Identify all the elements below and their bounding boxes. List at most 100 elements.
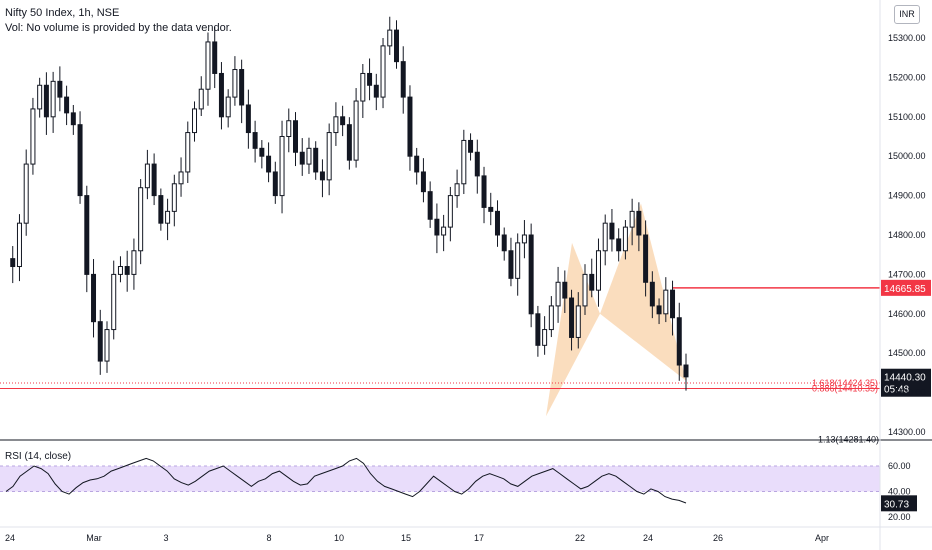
candle-body bbox=[616, 238, 622, 252]
level-label: 1.13(14281.40) bbox=[818, 434, 879, 444]
level-badge bbox=[881, 279, 931, 296]
last-price-label: 14440.30 bbox=[884, 373, 926, 384]
candle-body bbox=[468, 139, 474, 153]
candle-body bbox=[501, 234, 507, 252]
time-tick-label: 24 bbox=[643, 533, 653, 543]
time-tick-label: 24 bbox=[5, 533, 15, 543]
chart-title: Nifty 50 Index, 1h, NSE bbox=[5, 7, 120, 19]
time-tick-label: 3 bbox=[163, 533, 168, 543]
candle-body bbox=[609, 222, 615, 240]
candle-body bbox=[266, 155, 272, 173]
candle-body bbox=[218, 72, 224, 118]
volume-note: Vol: No volume is provided by the data v… bbox=[5, 22, 232, 34]
candle-body bbox=[521, 234, 527, 244]
pattern-bcd bbox=[600, 203, 686, 381]
candle-body bbox=[245, 104, 251, 134]
candle-body bbox=[414, 155, 420, 173]
candle-body bbox=[373, 84, 379, 98]
candle-body bbox=[104, 329, 110, 362]
candle-body bbox=[420, 171, 426, 193]
candle-body bbox=[272, 171, 278, 197]
candle-body bbox=[360, 72, 366, 102]
candle-body bbox=[151, 163, 157, 197]
candle-body bbox=[649, 281, 655, 307]
candle-body bbox=[454, 183, 460, 197]
candle-body bbox=[683, 364, 689, 378]
candle-body bbox=[70, 112, 76, 126]
rsi-title: RSI (14, close) bbox=[5, 451, 72, 462]
rsi-last-label: 30.73 bbox=[884, 499, 909, 510]
candle-body bbox=[367, 72, 373, 86]
candle-body bbox=[447, 195, 453, 228]
candle-body bbox=[57, 80, 63, 98]
candle-body bbox=[138, 187, 144, 252]
candle-body bbox=[171, 183, 177, 212]
candle-body bbox=[636, 210, 642, 236]
rsi-band bbox=[0, 466, 880, 492]
candle-body bbox=[185, 132, 191, 173]
candle-body bbox=[158, 195, 164, 224]
candle-body bbox=[252, 132, 258, 149]
price-tick-label: 14300.00 bbox=[888, 427, 926, 437]
candle-body bbox=[326, 132, 332, 181]
candle-body bbox=[97, 321, 103, 362]
currency-button[interactable]: INR bbox=[894, 5, 920, 24]
candle-body bbox=[346, 124, 352, 161]
candle-body bbox=[340, 116, 346, 126]
candle-body bbox=[293, 120, 299, 153]
level-lines: 14665.85 1.618(14424.35)0.886(14410.35) 1.… bbox=[0, 279, 931, 444]
time-axis: 24 Mar 3 8 10 15 17 22 24 26 Apr bbox=[0, 526, 932, 543]
candle-body bbox=[569, 297, 575, 338]
time-tick-label: Apr bbox=[815, 533, 829, 543]
candle-body bbox=[393, 29, 399, 63]
candle-body bbox=[225, 96, 231, 118]
price-tick-label: 15300.00 bbox=[888, 33, 926, 43]
rsi-line bbox=[5, 457, 687, 504]
candle-body bbox=[198, 88, 204, 110]
candle-body bbox=[259, 147, 265, 157]
price-tick-label: 14900.00 bbox=[888, 191, 926, 201]
candle-body bbox=[212, 41, 218, 74]
rsi-last-badge bbox=[881, 495, 917, 512]
candle-body bbox=[441, 226, 447, 236]
price-tick-label: 14500.00 bbox=[888, 348, 926, 358]
candle-body bbox=[582, 273, 588, 307]
rsi-tick-label: 60.00 bbox=[888, 461, 911, 471]
candle-body bbox=[643, 234, 649, 283]
candle-body bbox=[165, 210, 171, 224]
price-axis: 14300.00 14400.00 14500.00 14600.00 14700.00… bbox=[879, 0, 926, 550]
candle-body bbox=[43, 84, 49, 118]
candle-body bbox=[602, 222, 608, 252]
last-price-badge bbox=[881, 368, 931, 397]
candle-body bbox=[562, 281, 568, 299]
candle-body bbox=[353, 100, 359, 161]
candle-body bbox=[481, 175, 487, 208]
candle-body bbox=[380, 45, 386, 98]
price-tick-label: 14700.00 bbox=[888, 269, 926, 279]
candle-body bbox=[508, 250, 514, 279]
candle-body bbox=[333, 116, 339, 134]
candle-body bbox=[515, 242, 521, 279]
candle-body bbox=[407, 96, 413, 157]
candle-body bbox=[111, 273, 117, 331]
candle-body bbox=[16, 222, 22, 268]
candle-body bbox=[131, 250, 137, 275]
candle-body bbox=[232, 69, 238, 98]
time-tick-label: 8 bbox=[266, 533, 271, 543]
candle-body bbox=[595, 250, 601, 291]
level-badge-label: 14665.85 bbox=[884, 284, 926, 295]
candle-body bbox=[494, 210, 500, 236]
level-label: 1.618(14424.35) bbox=[812, 378, 878, 388]
price-tick-label: 15000.00 bbox=[888, 151, 926, 161]
candle-body bbox=[461, 139, 467, 185]
candle-body bbox=[542, 329, 548, 346]
price-tick-label: 15200.00 bbox=[888, 72, 926, 82]
candle-body bbox=[77, 124, 83, 197]
candle-body bbox=[400, 61, 406, 98]
candle-body bbox=[23, 163, 29, 224]
candle-body bbox=[555, 281, 561, 307]
time-tick-label: 10 bbox=[334, 533, 344, 543]
time-tick-label: Mar bbox=[86, 533, 102, 543]
level-label: 0.886(14410.35) bbox=[812, 384, 878, 394]
